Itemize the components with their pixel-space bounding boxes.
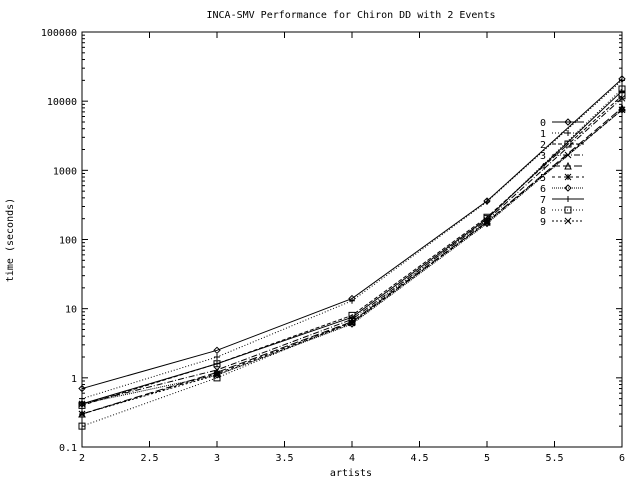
data-point [79, 400, 85, 407]
legend-item: 6 [540, 184, 584, 195]
legend-item: 2 [540, 140, 584, 151]
legend-label: 1 [540, 129, 546, 140]
data-point [213, 371, 221, 379]
data-point [213, 370, 221, 377]
data-point [348, 319, 356, 327]
data-point [349, 297, 355, 304]
x-tick-label: 3.5 [275, 453, 293, 464]
data-point [618, 106, 626, 114]
data-point [214, 354, 220, 361]
legend-item: 7 [540, 195, 584, 206]
legend-item: 4 [540, 161, 584, 173]
legend-marker [564, 173, 572, 181]
legend-label: 0 [540, 118, 546, 129]
data-point [483, 219, 491, 227]
series-8 [78, 85, 626, 430]
y-tick-label: 0.1 [59, 443, 77, 454]
data-point [483, 218, 491, 226]
legend-marker [565, 130, 571, 136]
data-point [618, 92, 626, 100]
legend-marker [564, 217, 572, 225]
y-tick-label: 10000 [47, 97, 77, 108]
data-point [349, 314, 355, 321]
x-tick-label: 3 [214, 453, 220, 464]
legend-marker [564, 184, 572, 192]
legend-marker [564, 161, 572, 170]
chart-title: INCA-SMV Performance for Chiron DD with … [207, 10, 496, 21]
legend-marker [565, 196, 571, 202]
legend-item: 8 [540, 206, 584, 217]
data-point [348, 318, 356, 326]
series-layer [78, 75, 626, 430]
legend-label: 2 [540, 140, 546, 151]
legend-marker [564, 140, 572, 148]
data-point [213, 346, 221, 355]
legend-item: 3 [540, 151, 584, 162]
data-point [348, 320, 356, 328]
x-axis-label: artists [330, 468, 372, 479]
legend-marker [564, 151, 572, 159]
legend-item: 5 [540, 173, 584, 184]
legend-item: 9 [540, 217, 584, 228]
legend-label: 7 [540, 195, 546, 206]
data-point [618, 85, 626, 93]
legend-label: 4 [540, 162, 546, 173]
data-point [618, 106, 626, 114]
legend-label: 3 [540, 151, 546, 162]
series-9 [78, 106, 626, 418]
data-point [619, 77, 625, 84]
data-point [78, 410, 86, 418]
legend-label: 6 [540, 184, 546, 195]
y-tick-label: 100000 [41, 28, 77, 39]
y-tick-label: 1 [71, 374, 77, 385]
x-tick-label: 4.5 [410, 453, 428, 464]
data-point [618, 94, 626, 102]
y-axis-label: time (seconds) [5, 198, 16, 282]
data-point [483, 215, 491, 223]
x-tick-label: 6 [619, 453, 625, 464]
legend-marker [564, 206, 572, 214]
legend-item: 0 [540, 118, 584, 129]
y-tick-label: 100 [59, 236, 77, 247]
x-tick-label: 4 [349, 453, 355, 464]
data-point [483, 219, 491, 228]
y-tick-label: 10 [65, 305, 77, 316]
y-tick-label: 1000 [53, 166, 77, 177]
x-axis: 2 2.5 3 3.5 4 4.5 5 5.5 6 [79, 32, 625, 464]
legend-label: 5 [540, 173, 546, 184]
data-point [213, 371, 221, 379]
x-tick-label: 2 [79, 453, 85, 464]
x-tick-label: 5.5 [545, 453, 563, 464]
x-tick-label: 2.5 [140, 453, 158, 464]
series-7 [79, 88, 625, 407]
legend-item: 1 [540, 129, 584, 140]
data-point [78, 422, 86, 430]
series-6 [78, 106, 626, 408]
data-point [214, 360, 220, 367]
data-point [484, 198, 490, 205]
x-tick-label: 5 [484, 453, 490, 464]
legend-label: 8 [540, 206, 546, 217]
legend-marker [564, 118, 572, 126]
data-point [78, 384, 86, 393]
data-point [619, 88, 625, 95]
series-line [81, 109, 623, 405]
legend-label: 9 [540, 217, 546, 228]
